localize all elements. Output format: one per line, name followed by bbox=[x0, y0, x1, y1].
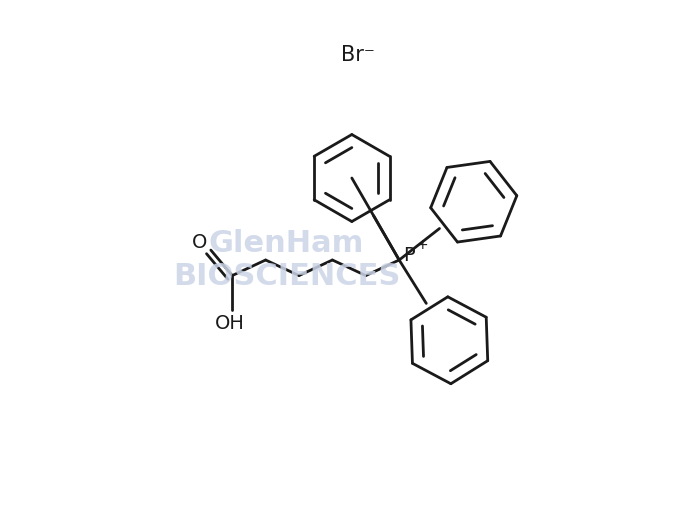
Text: +: + bbox=[417, 238, 428, 252]
Text: OH: OH bbox=[215, 314, 244, 333]
Text: P: P bbox=[403, 246, 415, 265]
Text: Br⁻: Br⁻ bbox=[341, 45, 375, 66]
Text: O: O bbox=[192, 233, 207, 252]
Text: GlenHam
BIOSCIENCES: GlenHam BIOSCIENCES bbox=[173, 229, 400, 291]
